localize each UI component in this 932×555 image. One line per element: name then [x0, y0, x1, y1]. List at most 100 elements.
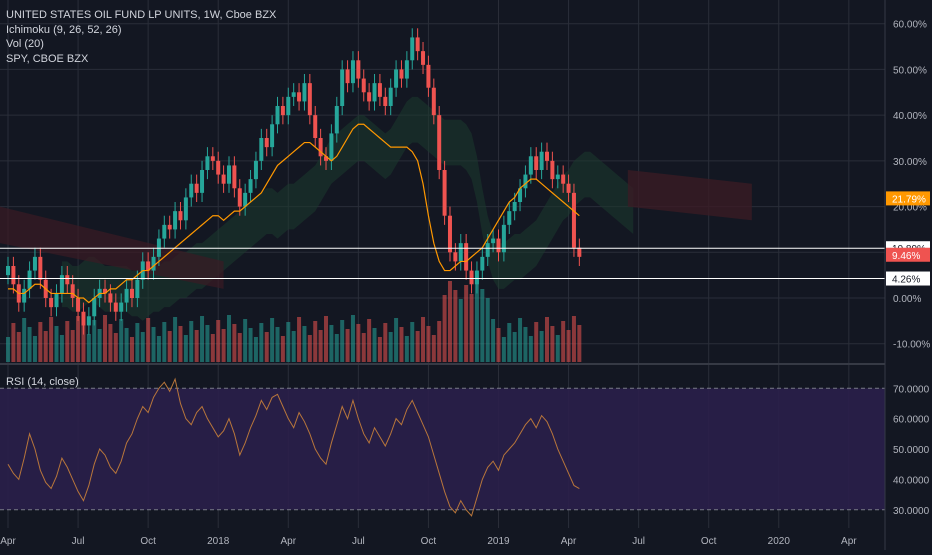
volume-bar: [194, 330, 199, 362]
candle-body: [129, 288, 134, 298]
candle-body: [507, 211, 512, 225]
volume-bar: [173, 317, 178, 362]
candle-body: [340, 69, 345, 106]
volume-bar: [367, 319, 372, 362]
volume-bar: [264, 332, 269, 362]
volume-bar: [394, 318, 399, 362]
volume-bar: [167, 331, 172, 362]
candle-body: [81, 311, 86, 326]
candle-body: [394, 69, 399, 88]
candle-body: [545, 151, 549, 161]
volume-bar: [205, 325, 210, 362]
candle-body: [173, 211, 178, 230]
candle-body: [22, 288, 27, 303]
volume-bar: [54, 326, 59, 362]
volume-bar: [253, 337, 258, 362]
volume-bar: [377, 337, 382, 362]
volume-bar: [302, 326, 307, 362]
volume-bar: [178, 326, 183, 362]
legend-compare[interactable]: SPY, CBOE BZX: [6, 52, 89, 65]
volume-bar: [270, 318, 275, 362]
volume-bar: [318, 330, 323, 362]
volume-bar: [16, 332, 21, 362]
candle-body: [329, 133, 334, 161]
volume-bar: [32, 336, 37, 362]
volume-bar: [399, 327, 404, 362]
volume-bar: [480, 289, 485, 362]
volume-bar: [426, 326, 431, 362]
volume-bar: [162, 322, 167, 362]
candle-body: [501, 224, 506, 253]
volume-bar: [501, 337, 506, 362]
volume-bar: [200, 316, 205, 362]
legend-volume[interactable]: Vol (20): [6, 38, 44, 50]
candle-body: [496, 238, 501, 253]
rsi-tick-label: 40.0000: [893, 475, 930, 486]
rsi-tick-label: 30.0000: [893, 506, 930, 517]
price-tick-label: 20.00%: [893, 203, 927, 214]
volume-bar: [86, 334, 91, 362]
volume-bar: [518, 318, 523, 362]
volume-bar: [259, 323, 264, 362]
volume-bar: [485, 298, 490, 362]
volume-bar: [410, 322, 415, 362]
x-tick-label: Apr: [841, 536, 857, 547]
volume-bar: [22, 318, 27, 362]
volume-bar: [539, 331, 544, 362]
volume-bar: [76, 316, 81, 362]
candle-body: [135, 279, 140, 298]
candle-body: [259, 138, 264, 161]
candle-body: [431, 87, 436, 116]
candle-body: [485, 243, 490, 257]
volume-bar: [340, 320, 345, 362]
candle-body: [253, 160, 258, 180]
volume-bar: [11, 323, 16, 362]
volume-bar: [297, 317, 302, 362]
candle-body: [491, 238, 496, 244]
candle-body: [86, 316, 91, 326]
candle-body: [480, 256, 485, 271]
badge-lower-line-bg: [886, 271, 930, 286]
rsi-legend[interactable]: RSI (14, close): [6, 376, 79, 388]
volume-bar: [469, 294, 474, 362]
x-tick-label: Oct: [421, 536, 437, 547]
volume-bar: [27, 327, 32, 362]
ichimoku-cloud-red-past: [0, 206, 224, 289]
candle-body: [76, 298, 81, 312]
volume-bar: [243, 319, 248, 362]
candle-body: [307, 83, 312, 116]
volume-bar: [124, 328, 129, 362]
volume-bar: [555, 335, 560, 362]
volume-bar: [415, 331, 420, 362]
candle-body: [297, 92, 302, 102]
candle-body: [453, 252, 458, 262]
candle-body: [151, 256, 156, 271]
candle-body: [410, 37, 415, 61]
candle-body: [528, 156, 533, 175]
volume-bar: [474, 280, 479, 362]
volume-bar: [528, 336, 533, 362]
candle-body: [388, 87, 393, 106]
legend-symbol[interactable]: UNITED STATES OIL FUND LP UNITS, 1W, Cbo…: [6, 9, 277, 21]
candle-body: [571, 192, 576, 248]
volume-bar: [81, 325, 86, 362]
volume-bar: [232, 324, 237, 362]
volume-bar: [210, 334, 215, 362]
candle-body: [11, 266, 16, 285]
volume-bar: [49, 317, 54, 362]
volume-bar: [313, 321, 318, 362]
volume-bar: [221, 329, 226, 362]
candle-body: [216, 160, 221, 175]
candle-body: [243, 192, 248, 207]
price-tick-label: 0.00%: [893, 294, 921, 305]
price-tick-label: -10.00%: [893, 340, 930, 351]
volume-bar: [324, 316, 329, 362]
candle-body: [361, 78, 366, 93]
legend-ichimoku[interactable]: Ichimoku (9, 26, 52, 26): [6, 23, 122, 36]
candle-body: [6, 266, 10, 276]
volume-bar: [248, 328, 253, 362]
candle-body: [566, 183, 571, 193]
candle-body: [286, 96, 291, 116]
